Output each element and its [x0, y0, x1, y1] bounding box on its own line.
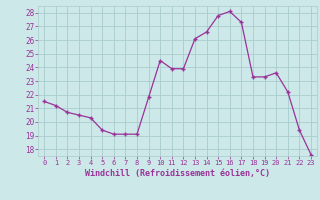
X-axis label: Windchill (Refroidissement éolien,°C): Windchill (Refroidissement éolien,°C): [85, 169, 270, 178]
